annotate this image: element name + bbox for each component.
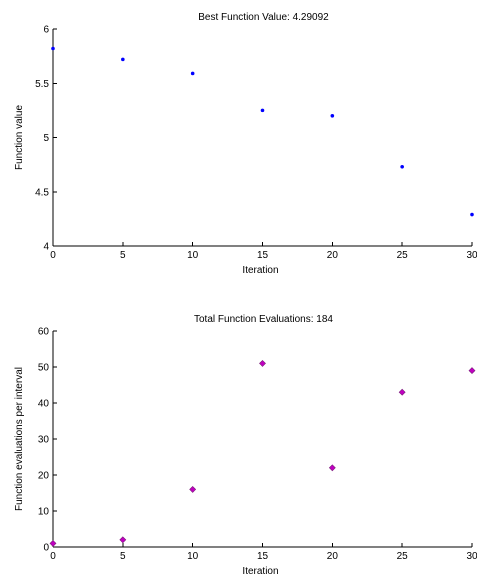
evaluations-title: Total Function Evaluations: 184 (194, 314, 333, 325)
best-value-x-tick-label: 30 (466, 250, 477, 261)
evaluations-y-tick-label: 30 (38, 435, 50, 446)
evaluations-y-tick-label: 0 (43, 543, 49, 554)
best-value-y-tick-label: 4 (43, 242, 49, 253)
best-value-data-point (330, 114, 335, 118)
evaluations-y-tick-label: 60 (38, 327, 50, 338)
best-value-y-tick-label: 5.5 (35, 79, 49, 90)
evaluations-data-point (328, 464, 336, 472)
evaluations-x-tick-label: 15 (257, 551, 269, 562)
best-value-x-tick-label: 5 (120, 250, 126, 261)
best-value-data-point (51, 46, 55, 51)
total-function-evaluations-chart: 0 5 10 15 20 25 30 0 10 20 30 40 50 60 Total Function … (14, 314, 477, 577)
best-value-x-tick-label: 25 (397, 250, 409, 261)
best-value-title: Best Function Value: 4.29092 (198, 12, 329, 23)
evaluations-y-tick-label: 10 (38, 507, 50, 518)
best-value-data-point (260, 108, 265, 113)
evaluations-x-tick-label: 25 (397, 551, 409, 562)
evaluations-data-point (49, 539, 57, 547)
evaluations-x-tick-label: 0 (50, 551, 56, 562)
evaluations-data-point (119, 536, 127, 544)
evaluations-x-tick-label: 20 (327, 551, 339, 562)
evaluations-data-point (398, 388, 406, 396)
evaluations-x-label: Iteration (242, 566, 278, 577)
best-value-y-tick-label: 4.5 (35, 187, 49, 198)
best-value-data-point (470, 212, 474, 217)
evaluations-data-point (189, 485, 197, 493)
evaluations-x-tick-label: 5 (120, 551, 126, 562)
evaluations-data-point (259, 359, 266, 367)
best-value-data-point (121, 57, 125, 62)
evaluations-y-label: Function evaluations per interval (14, 367, 25, 511)
evaluations-y-tick-label: 50 (38, 363, 50, 374)
best-value-data-point (400, 164, 404, 169)
best-value-y-tick-label: 5 (43, 133, 49, 144)
evaluations-y-tick-label: 40 (38, 399, 50, 410)
evaluations-data-point (468, 367, 476, 375)
evaluations-x-tick-label: 30 (466, 551, 477, 562)
best-value-x-tick-label: 20 (327, 250, 339, 261)
best-value-x-label: Iteration (242, 265, 278, 276)
evaluations-y-tick-label: 20 (38, 471, 50, 482)
best-value-y-tick-label: 6 (43, 25, 49, 36)
best-value-x-tick-label: 10 (187, 250, 199, 261)
best-value-data-point (190, 71, 195, 76)
best-value-x-tick-label: 0 (50, 250, 56, 261)
best-value-y-label: Function value (14, 105, 25, 170)
best-value-x-tick-label: 15 (257, 250, 269, 261)
evaluations-x-tick-label: 10 (187, 551, 199, 562)
best-function-value-chart: 0 5 10 15 20 25 30 4 4.5 5 5.5 6 Best Function Value… (14, 12, 477, 276)
